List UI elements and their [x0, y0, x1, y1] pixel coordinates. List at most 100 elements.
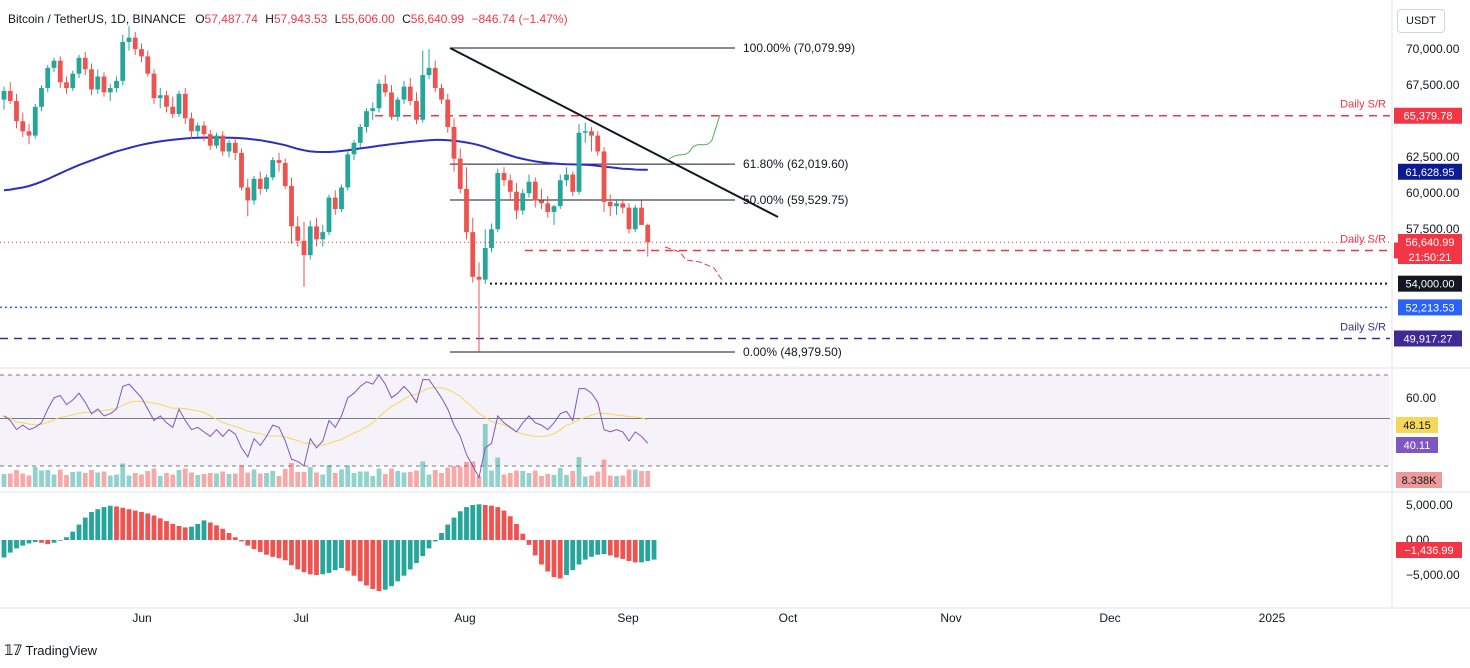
volume-bar: [289, 463, 294, 487]
ao-bar: [551, 540, 557, 578]
candle-body: [539, 200, 544, 204]
candle-body: [51, 60, 57, 68]
close-value: 56,640.99: [410, 12, 465, 26]
ao-bar: [414, 540, 419, 564]
ao-bar: [276, 540, 282, 559]
candle-body: [207, 134, 213, 146]
candle-body: [482, 247, 488, 280]
volume-bar: [320, 474, 326, 487]
volume-bar: [451, 466, 457, 487]
ao-bar: [545, 540, 551, 572]
volume-bar: [464, 462, 469, 487]
volume-bar: [82, 473, 88, 487]
candle-body: [139, 49, 144, 57]
ao-bar: [489, 505, 494, 540]
candle-body: [120, 41, 126, 81]
ao-bar: [364, 540, 369, 586]
candle-body: [64, 82, 69, 89]
candle-body: [407, 86, 413, 102]
sr-price-tag: [1394, 330, 1462, 347]
volume-bar: [257, 473, 263, 487]
rsi-band: [0, 375, 1390, 466]
ao-bar: [345, 540, 351, 571]
currency-selector[interactable]: USDT: [1397, 9, 1445, 33]
price-axis-tick: 57,500.00: [1406, 222, 1460, 236]
volume-bar: [545, 474, 551, 487]
volume-bar: [357, 471, 363, 487]
volume-bar: [407, 472, 413, 487]
rsi-ma-tag: [1396, 417, 1438, 433]
volume-bar: [232, 473, 238, 487]
ao-bar: [39, 540, 44, 543]
volume-bar: [582, 476, 588, 487]
candle-body: [232, 142, 238, 153]
volume-bar: [101, 471, 107, 487]
candle-body: [251, 178, 257, 201]
volume-bar: [264, 473, 269, 487]
volume-bar: [526, 473, 532, 487]
candle-body: [101, 76, 107, 93]
ao-bar: [582, 540, 588, 560]
volume-bar: [45, 470, 51, 487]
ao-bar: [126, 509, 132, 540]
candle-body: [282, 162, 288, 187]
volume-bar: [14, 470, 19, 487]
volume-bar: [95, 472, 101, 487]
candle-body: [376, 83, 382, 109]
candle-body: [570, 174, 576, 192]
ao-bar: [76, 524, 82, 540]
candle-body: [451, 126, 457, 159]
candle-body: [414, 101, 419, 120]
volume-bar: [276, 476, 282, 487]
ao-bar: [320, 540, 326, 575]
ao-bar: [539, 540, 544, 565]
volume-bar: [326, 465, 332, 487]
volume-bar: [132, 473, 138, 487]
volume-bar: [332, 473, 338, 487]
ao-bar: [95, 509, 101, 540]
volume-bar: [401, 472, 407, 487]
volume-bar: [51, 474, 57, 487]
low-label: L: [334, 12, 342, 26]
ao-bar: [426, 540, 432, 549]
rsi-value-tag-text: 40.11: [1404, 440, 1431, 452]
candle-body: [420, 75, 426, 120]
candle-body: [145, 56, 151, 74]
countdown-tag: [1398, 250, 1462, 264]
ao-bar: [639, 540, 644, 563]
candle-body: [26, 131, 32, 136]
ao-bar: [220, 528, 226, 540]
volume-bar: [576, 457, 582, 487]
candle-body: [614, 203, 619, 207]
volume-bar: [126, 475, 132, 487]
candle-body: [545, 203, 551, 212]
volume-bar: [457, 466, 463, 487]
candle-body: [626, 207, 632, 230]
time-axis-label: Aug: [454, 611, 475, 625]
ao-bar: [301, 540, 307, 573]
volume-bar: [226, 474, 232, 487]
volume-bar: [626, 469, 632, 487]
volume-bar: [76, 471, 82, 487]
candle-body: [39, 88, 44, 107]
candle-body: [157, 95, 163, 99]
open-value: 57,487.74: [204, 12, 258, 26]
brand[interactable]: 𝟙𝟟 TradingView: [4, 642, 97, 659]
candle-body: [257, 178, 263, 189]
ao-bar: [651, 540, 657, 560]
candle-body: [439, 88, 444, 100]
volume-bar: [7, 473, 13, 487]
brand-name: TradingView: [25, 643, 98, 658]
rsi-ma-tag-text: 48.15: [1403, 420, 1431, 432]
candle-body: [476, 276, 482, 280]
ao-bar: [114, 506, 119, 540]
volume-bar: [139, 474, 144, 487]
support-blue-tag-text: 52,213.53: [1406, 302, 1455, 314]
candle-body: [201, 125, 207, 135]
fib-level-label: 50.00% (59,529.75): [743, 193, 848, 207]
rsi-value-tag: [1396, 437, 1438, 453]
ao-bar: [176, 526, 182, 540]
candle-body: [164, 95, 169, 107]
bullish-projection-path: [667, 114, 721, 161]
